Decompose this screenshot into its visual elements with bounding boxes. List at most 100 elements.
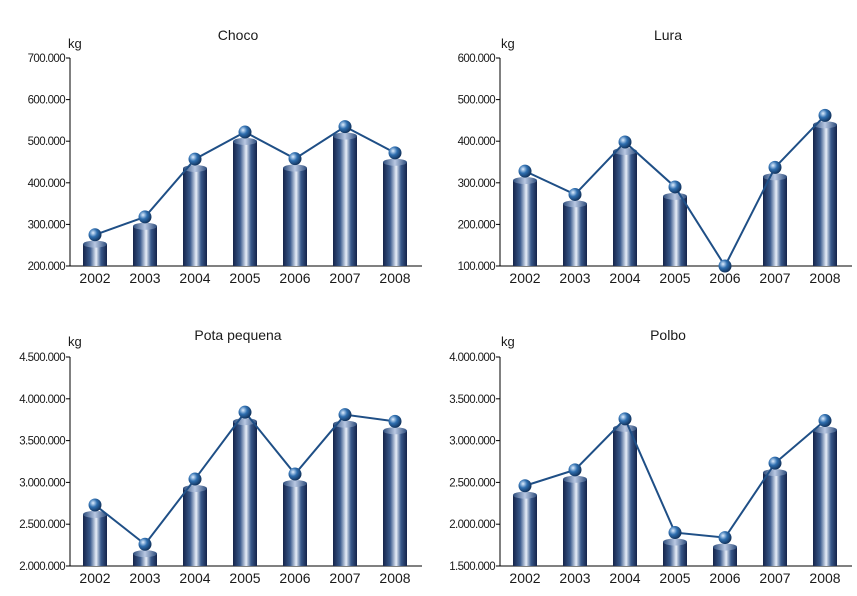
data-point-marker (668, 526, 682, 540)
x-tick-label: 2007 (329, 270, 360, 286)
bar-cap (283, 479, 307, 487)
y-tick-label: 4.000.000 (19, 394, 65, 406)
y-tick-label: 1.500.000 (449, 561, 495, 573)
bar (333, 136, 357, 266)
y-tick-label: 3.000.000 (19, 477, 65, 489)
bar (613, 151, 637, 266)
bar (713, 546, 737, 566)
bar-cap (333, 132, 357, 140)
bar (383, 430, 407, 566)
x-tick-label: 2002 (509, 570, 540, 586)
y-tick-label: 300.000 (458, 178, 496, 190)
bar (283, 168, 307, 266)
data-point-marker (288, 467, 302, 481)
bar (133, 226, 157, 266)
x-tick-label: 2008 (809, 270, 840, 286)
data-point-marker (518, 479, 532, 493)
data-point-marker (518, 164, 532, 178)
y-tick-label: 3.500.000 (19, 436, 65, 448)
x-tick-label: 2007 (759, 270, 790, 286)
x-tick-label: 2005 (229, 570, 260, 586)
bar-cap (233, 137, 257, 145)
bar (763, 472, 787, 566)
chart-panel-3: Pota pequena kg 2.000.000 2.500.000 3.000.00… (19, 327, 422, 586)
data-point-marker (188, 152, 202, 166)
data-point-marker (388, 414, 402, 428)
data-point-marker (768, 160, 782, 174)
x-tick-label: 2004 (609, 570, 640, 586)
y-tick-label: 400.000 (458, 136, 496, 148)
x-tick-label: 2003 (559, 270, 590, 286)
chart-panel-2: Lura kg 100.000 200.000 300.000 400.000 500.00… (458, 27, 852, 286)
y-tick-label: 2.500.000 (449, 477, 495, 489)
bar (663, 541, 687, 566)
y-tick-label: 600.000 (28, 95, 66, 107)
data-point-marker (618, 412, 632, 426)
bar (333, 424, 357, 566)
x-tick-label: 2004 (179, 570, 210, 586)
y-tick-label: 300.000 (28, 219, 66, 231)
bar-cap (383, 158, 407, 166)
x-tick-label: 2007 (759, 570, 790, 586)
x-tick-label: 2003 (559, 570, 590, 586)
y-tick-label: 2.000.000 (449, 519, 495, 531)
data-point-marker (238, 405, 252, 419)
data-point-marker (818, 108, 832, 122)
y-tick-label: 700.000 (28, 53, 66, 65)
bar (563, 479, 587, 566)
bar-cap (283, 164, 307, 172)
x-tick-label: 2004 (609, 270, 640, 286)
bar (283, 483, 307, 566)
y-unit-label: kg (68, 334, 82, 349)
bar-cap (713, 543, 737, 551)
x-tick-label: 2002 (79, 570, 110, 586)
x-tick-label: 2006 (279, 570, 310, 586)
bar-cap (133, 550, 157, 558)
bar-cap (663, 538, 687, 546)
y-tick-label: 3.500.000 (449, 394, 495, 406)
y-tick-label: 4.500.000 (19, 352, 65, 364)
bar (563, 203, 587, 266)
data-point-marker (88, 228, 102, 242)
chart-panel-4: Polbo kg 1.500.000 2.000.000 2.500.000 3.000.… (449, 327, 852, 586)
bar-cap (513, 177, 537, 185)
y-unit-label: kg (68, 36, 82, 51)
bar (133, 553, 157, 566)
chart-title: Pota pequena (194, 327, 281, 343)
y-tick-label: 2.000.000 (19, 561, 65, 573)
bar (383, 162, 407, 266)
x-tick-label: 2005 (659, 270, 690, 286)
bar-cap (513, 491, 537, 499)
bar (83, 514, 107, 566)
data-point-marker (138, 210, 152, 224)
bar-cap (613, 424, 637, 432)
x-tick-label: 2008 (379, 570, 410, 586)
x-tick-label: 2006 (279, 270, 310, 286)
y-tick-label: 500.000 (458, 95, 496, 107)
data-point-marker (88, 498, 102, 512)
data-point-marker (288, 152, 302, 166)
data-point-marker (718, 531, 732, 545)
x-tick-label: 2008 (379, 270, 410, 286)
data-point-marker (718, 259, 732, 273)
chart-title: Choco (218, 27, 259, 43)
data-point-marker (768, 456, 782, 470)
y-tick-label: 2.500.000 (19, 519, 65, 531)
bar-cap (83, 510, 107, 518)
data-point-marker (388, 146, 402, 160)
data-point-marker (818, 414, 832, 428)
bar (513, 180, 537, 266)
chart-title: Polbo (650, 327, 686, 343)
y-tick-label: 200.000 (458, 219, 496, 231)
x-tick-label: 2002 (509, 270, 540, 286)
bar-cap (813, 426, 837, 434)
y-tick-label: 200.000 (28, 261, 66, 273)
bar (763, 176, 787, 266)
x-tick-label: 2006 (709, 270, 740, 286)
bar-cap (563, 475, 587, 483)
bar-cap (133, 222, 157, 230)
bar (813, 124, 837, 266)
data-point-marker (568, 463, 582, 477)
